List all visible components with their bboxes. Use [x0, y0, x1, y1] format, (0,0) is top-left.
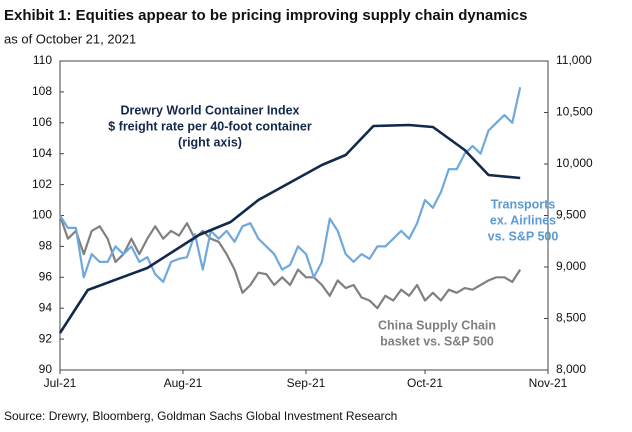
series-label: vs. S&P 500	[488, 229, 559, 243]
y-tick-label: 110	[33, 53, 52, 67]
y-tick-label: 90	[39, 362, 53, 376]
series-label: basket vs. S&P 500	[380, 334, 494, 348]
series-label: $ freight rate per 40-foot container	[108, 119, 312, 133]
y-tick-label: 100	[32, 208, 52, 222]
y2-tick-label: 10,500	[556, 105, 593, 119]
series-label: Drewry World Container Index	[121, 103, 300, 117]
x-tick-label: Jul-21	[44, 376, 77, 390]
x-tick-label: Nov-21	[529, 376, 568, 390]
x-tick-label: Aug-21	[164, 376, 203, 390]
x-tick-label: Sep-21	[287, 376, 326, 390]
y-tick-label: 102	[32, 177, 52, 191]
chart-title: Exhibit 1: Equities appear to be pricing…	[4, 7, 527, 24]
y-tick-label: 108	[32, 84, 52, 98]
series-label: China Supply Chain	[378, 318, 496, 332]
source-note: Source: Drewry, Bloomberg, Goldman Sachs…	[4, 409, 397, 423]
y-tick-label: 96	[39, 269, 53, 283]
x-tick-label: Oct-21	[407, 376, 443, 390]
y2-tick-label: 9,500	[556, 208, 586, 222]
y2-tick-label: 10,000	[556, 156, 593, 170]
chart-subtitle: as of October 21, 2021	[4, 31, 136, 46]
y2-tick-label: 11,000	[556, 53, 592, 67]
series-line	[58, 123, 521, 334]
y2-tick-label: 8,500	[556, 311, 586, 325]
y-tick-label: 98	[39, 239, 53, 253]
series-label: Transports	[491, 197, 556, 211]
y2-tick-label: 8,000	[556, 362, 586, 376]
y-tick-label: 92	[39, 331, 53, 345]
series-line	[59, 87, 522, 283]
series-label: ex. Airlines	[490, 213, 556, 227]
y2-tick-label: 9,000	[556, 259, 586, 273]
series-line	[58, 215, 522, 310]
y-tick-label: 94	[39, 300, 53, 314]
y-tick-label: 104	[32, 146, 52, 160]
series-label: (right axis)	[178, 135, 242, 149]
y-tick-label: 106	[32, 115, 52, 129]
